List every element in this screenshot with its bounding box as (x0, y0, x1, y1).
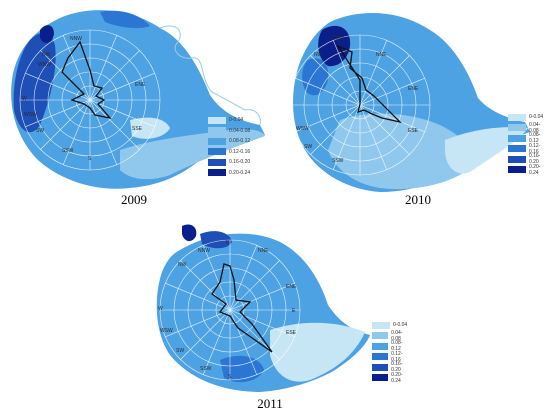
legend-label: 0.04-0.08 (391, 329, 403, 342)
map-panel-2011: N NNW NNE NW ENE E W WSW SW ESE SSW S 0-… (140, 220, 410, 414)
direction-label: ENE (408, 86, 419, 92)
legend-label: 0.12-0.16 (528, 142, 541, 155)
year-label: 2009 (121, 192, 147, 207)
direction-label: WSW (24, 112, 37, 118)
legend-label: 0.04-0.08 (229, 127, 251, 134)
mid-dark-region (302, 58, 329, 96)
direction-label: WNW (38, 62, 52, 68)
radar-grid (19, 29, 161, 171)
direction-label: SW (304, 144, 313, 150)
darkest-north-region (182, 224, 197, 242)
direction-label: ESE (286, 330, 297, 336)
legend-label: 0.20-0.24 (391, 371, 403, 384)
direction-label: NW (42, 52, 51, 58)
direction-label: NNE (376, 52, 387, 58)
direction-label: ENE (286, 284, 297, 290)
pale-bay-region (130, 117, 170, 139)
map-panel-2010: NNW NW NNE ENE WSW SW SSW ESE 0-0.04 0.0… (280, 0, 550, 210)
direction-label: SW (176, 348, 185, 354)
direction-label: N (226, 240, 230, 246)
legend-label: 0.08-0.12 (391, 340, 403, 353)
dark-west-region (13, 33, 56, 133)
direction-label: NW (314, 52, 323, 58)
legend-label: 0.12-0.16 (229, 148, 251, 155)
dark-north-region (200, 231, 232, 249)
direction-label: SSE (132, 126, 143, 132)
legend-label: 0-0.04 (529, 114, 544, 121)
legend-label: 0-0.04 (393, 322, 408, 329)
legend-label: 0.16-0.20 (229, 159, 251, 166)
legend-2011: 0-0.04 0.04-0.08 0.08-0.12 0.12-0.16 0.1… (372, 320, 410, 384)
direction-label: SSW (62, 148, 74, 154)
coastline (159, 25, 261, 126)
map-2009 (11, 10, 265, 189)
direction-label: ESE (408, 128, 419, 134)
legend-label: 0.16-0.20 (391, 361, 403, 374)
legend-label: 0.20-0.24 (528, 163, 541, 176)
light-east-region (120, 129, 265, 180)
direction-label: NNW (332, 36, 344, 42)
direction-label: E (292, 308, 296, 314)
direction-label: WSW (296, 126, 309, 132)
pale-east-region (270, 322, 365, 382)
legend-label: 0.20-0.24 (229, 169, 251, 176)
year-label: 2010 (405, 192, 431, 207)
map-2011 (156, 224, 370, 392)
direction-label: W (158, 306, 163, 312)
legend-label: 0.08-0.12 (528, 132, 541, 145)
pale-east-region (445, 127, 528, 174)
direction-label: S (228, 374, 232, 380)
north-coast-region (100, 10, 150, 29)
direction-label: S (88, 156, 92, 162)
map-panel-2009: NNW WNW NW ENE W WSW SW SSW S SSE 0-0.04… (0, 0, 270, 210)
direction-label: SW (36, 128, 45, 134)
darkest-northwest-region (40, 25, 54, 43)
direction-label: ENE (135, 82, 146, 88)
radar-grid (159, 239, 301, 381)
direction-label: NNW (198, 248, 210, 254)
direction-label: SSW (200, 366, 212, 372)
direction-label: NNE (258, 248, 269, 254)
legend-label: 0.16-0.20 (528, 153, 541, 166)
wind-rose-2011 (211, 263, 273, 353)
wind-rose-2009 (61, 40, 112, 120)
dark-northwest-region (318, 25, 351, 67)
direction-label: WSW (160, 328, 173, 334)
direction-label: NNW (70, 36, 82, 42)
direction-label: NW (178, 262, 187, 268)
legend-2009: 0-0.04 0.04-0.08 0.08-0.12 0.12-0.16 0.1… (208, 115, 250, 178)
legend-label: 0-0.04 (229, 117, 244, 124)
legend-2010: 0-0.04 0.04-0.08 0.08-0.12 0.12-0.16 0.1… (508, 112, 550, 176)
legend-label: 0.04-0.08 (528, 121, 541, 134)
direction-label: SSW (332, 158, 344, 164)
direction-label: W (22, 96, 27, 102)
legend-label: 0.08-0.12 (229, 138, 251, 145)
wind-rose-2010 (336, 44, 403, 124)
year-label: 2011 (257, 396, 283, 411)
mid-south-region (220, 355, 264, 383)
map-2010 (289, 12, 530, 192)
legend-label: 0.12-0.16 (391, 350, 403, 363)
